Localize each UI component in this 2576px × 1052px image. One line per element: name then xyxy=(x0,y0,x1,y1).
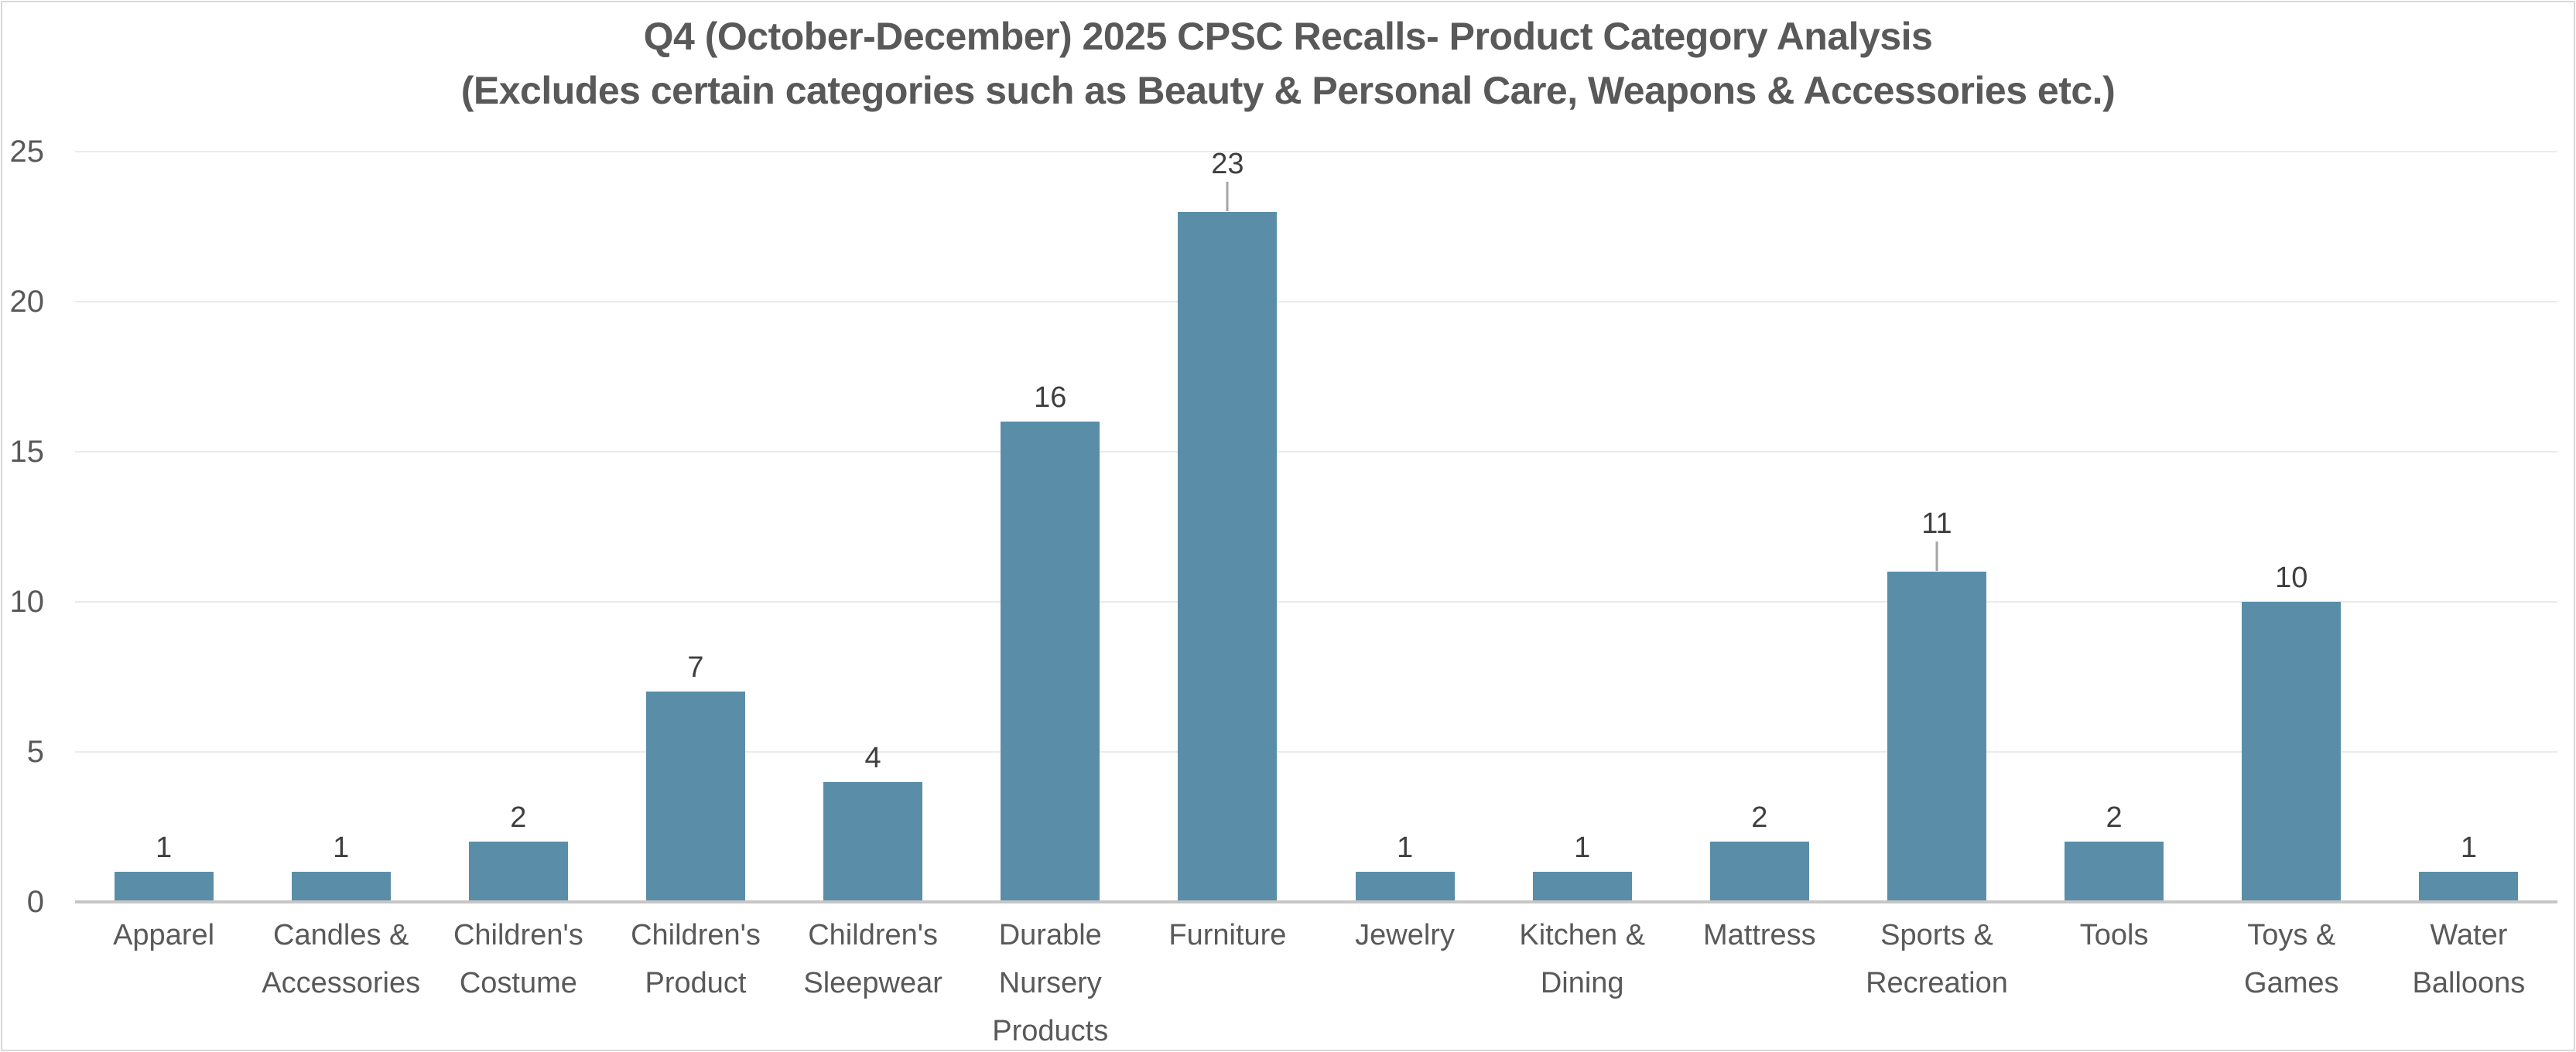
data-label: 1 xyxy=(2460,832,2477,865)
bar-toys-&-games xyxy=(2242,602,2342,902)
plot-area: 0 5 10 15 20 25 1 1 2 7 4 16 23 1 1 2 11 2 10 1 Apparel Can… xyxy=(10,136,2557,1047)
category-column: 4 xyxy=(785,152,962,902)
bar-apparel xyxy=(114,872,214,902)
data-label: 7 xyxy=(687,651,704,685)
chart-title-line1: Q4 (October-December) 2025 CPSC Recalls-… xyxy=(643,15,1933,58)
gridline-10 xyxy=(75,601,2557,603)
category-column: 2 xyxy=(2026,152,2203,902)
category-label: Jewelry xyxy=(1355,919,1455,951)
data-label-leader-line xyxy=(1226,181,1229,211)
chart-title: Q4 (October-December) 2025 CPSC Recalls-… xyxy=(0,9,2576,118)
category-column: 1 xyxy=(75,152,252,902)
category-column: 1 xyxy=(1316,152,1493,902)
x-axis-category-labels: Apparel Candles & Accessories Children's C… xyxy=(75,911,2557,1052)
category-column: 1 xyxy=(252,152,429,902)
category-label: Children's Costume xyxy=(453,919,583,999)
data-label: 2 xyxy=(2106,801,2123,835)
category-column: 7 xyxy=(607,152,784,902)
data-label: 1 xyxy=(333,832,350,865)
category-label: Sports & Recreation xyxy=(1866,919,2008,999)
category-label: Kitchen & Dining xyxy=(1519,919,1646,999)
category-column: 2 xyxy=(429,152,607,902)
category-label: Tools xyxy=(2079,919,2149,951)
data-label: 16 xyxy=(1034,381,1067,415)
data-label: 2 xyxy=(1751,801,1768,835)
category-column: 23 xyxy=(1139,148,1316,902)
bar-kitchen-&-dining xyxy=(1532,872,1632,902)
category-label: Candles & Accessories xyxy=(262,919,421,999)
y-tick-label-5: 5 xyxy=(26,735,44,769)
category-label: Children's Product xyxy=(631,919,761,999)
data-label: 1 xyxy=(1574,832,1591,865)
category-column: 11 xyxy=(1848,152,2025,902)
bar-sports-&-recreation xyxy=(1887,572,1986,902)
x-axis-line xyxy=(75,900,2557,903)
bar-candles-&-accessories xyxy=(291,872,391,902)
data-label: 1 xyxy=(1396,832,1414,865)
bar-durable-nursery-products xyxy=(1001,422,1100,902)
chart-title-line2: (Excludes certain categories such as Bea… xyxy=(460,69,2116,112)
gridline-15 xyxy=(75,451,2557,453)
gridline-25 xyxy=(75,151,2557,152)
data-label: 4 xyxy=(864,741,881,774)
data-label-leader-line xyxy=(1935,541,1938,572)
category-column: 1 xyxy=(2380,152,2557,902)
bar-children's-costume xyxy=(468,842,568,902)
category-label: Children's Sleepwear xyxy=(803,919,942,999)
data-label: 23 xyxy=(1211,147,1244,180)
bar-water-balloons xyxy=(2419,872,2519,902)
bar-mattress xyxy=(1709,842,1809,902)
y-tick-label-20: 20 xyxy=(9,285,45,319)
y-tick-label-25: 25 xyxy=(9,135,45,169)
bar-furniture xyxy=(1178,211,1278,902)
category-column: 2 xyxy=(1671,152,1848,902)
category-label: Toys & Games xyxy=(2244,919,2339,999)
bar-children's-sleepwear xyxy=(823,781,923,902)
category-label: Furniture xyxy=(1168,919,1287,951)
category-label: Durable Nursery Products xyxy=(992,919,1109,1047)
category-column: 1 xyxy=(1493,152,1671,902)
category-label: Water Balloons xyxy=(2412,919,2526,999)
data-label: 11 xyxy=(1921,507,1952,541)
bars-layer: 1 1 2 7 4 16 23 1 1 2 11 2 10 1 xyxy=(75,148,2557,902)
y-tick-label-0: 0 xyxy=(26,885,44,919)
data-label: 10 xyxy=(2275,562,2308,594)
category-label: Mattress xyxy=(1702,919,1816,951)
data-label: 1 xyxy=(155,832,173,865)
y-tick-label-10: 10 xyxy=(9,585,45,619)
bar-jewelry xyxy=(1355,872,1455,902)
data-label: 2 xyxy=(510,801,527,835)
category-label: Apparel xyxy=(113,919,215,951)
bar-tools xyxy=(2065,842,2164,902)
gridline-20 xyxy=(75,301,2557,302)
category-column: 16 xyxy=(962,152,1139,902)
category-column: 10 xyxy=(2203,152,2380,902)
bar-children's-product xyxy=(645,692,745,902)
y-tick-label-15: 15 xyxy=(9,435,45,469)
gridline-5 xyxy=(75,751,2557,753)
